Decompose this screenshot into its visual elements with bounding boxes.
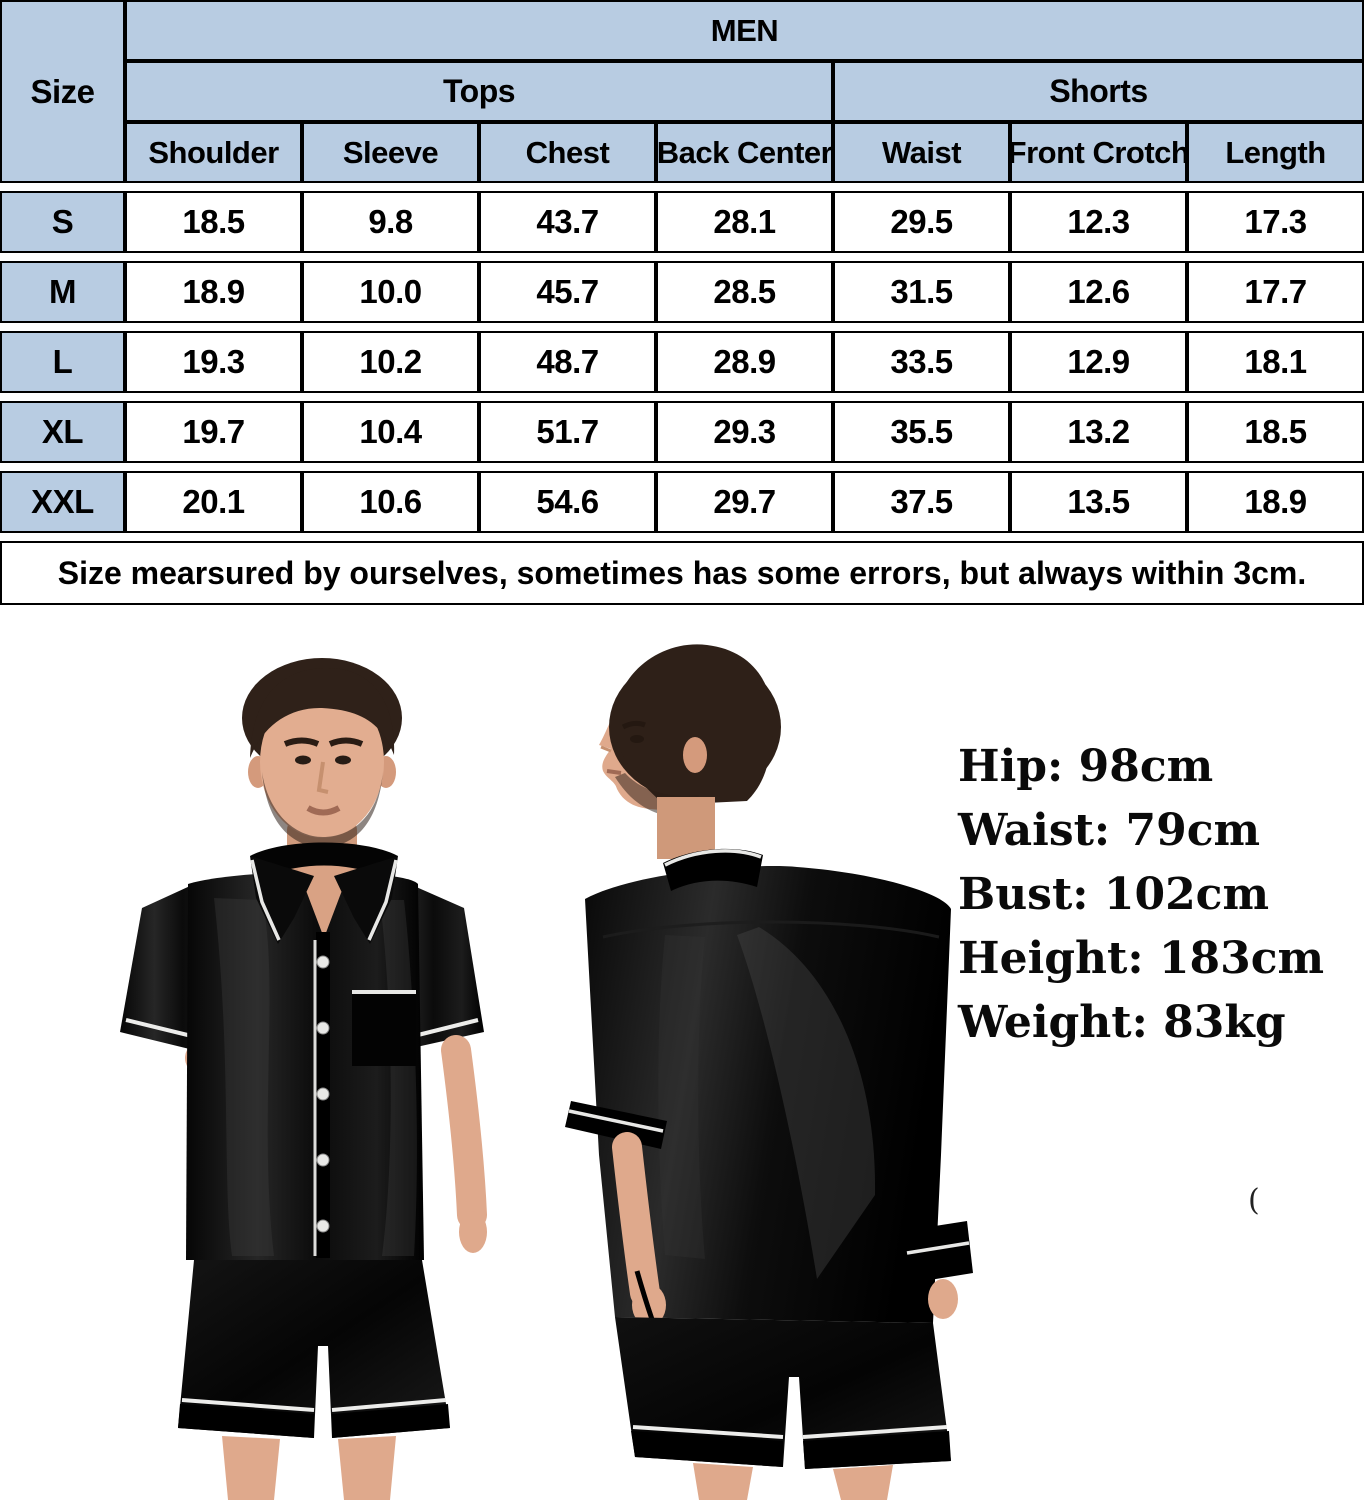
table-cell: 17.3 [1187, 191, 1364, 253]
table-cell: 10.4 [302, 401, 479, 463]
table-cell: 12.9 [1010, 331, 1187, 393]
row-label: S [0, 191, 125, 253]
table-header: Size MEN Tops Shorts Shoulder Sleeve Che… [0, 0, 1364, 183]
table-cell: 45.7 [479, 261, 656, 323]
column-header-shoulder: Shoulder [125, 122, 302, 183]
model-measurements: Hip: 98cm Waist: 79cm Bust: 102cm Height… [958, 735, 1324, 1055]
table-cell: 9.8 [302, 191, 479, 253]
model-legs [222, 1436, 280, 1500]
table-cell: 37.5 [833, 471, 1010, 533]
table-cell: 54.6 [479, 471, 656, 533]
table-cell: 29.3 [656, 401, 833, 463]
table-cell: 28.5 [656, 261, 833, 323]
table-cell: 12.3 [1010, 191, 1187, 253]
model-front-photo [120, 658, 487, 1500]
table-cell: 35.5 [833, 401, 1010, 463]
table-cell: 43.7 [479, 191, 656, 253]
column-header-sleeve: Sleeve [302, 122, 479, 183]
column-header-front-crotch: Front Crotch [1008, 122, 1190, 183]
measurement-hip: Hip: 98cm [958, 741, 1214, 792]
table-row: L 19.3 10.2 48.7 28.9 33.5 12.9 18.1 [0, 331, 1364, 393]
table-cell: 18.1 [1187, 331, 1364, 393]
table-cell: 18.5 [125, 191, 302, 253]
section-header-shorts: Shorts [833, 61, 1364, 122]
table-cell: 19.3 [125, 331, 302, 393]
table-cell: 51.7 [479, 401, 656, 463]
model-legs [693, 1463, 753, 1500]
table-cell: 29.7 [656, 471, 833, 533]
pajama-shorts [178, 1260, 450, 1438]
table-cell: 19.7 [125, 401, 302, 463]
table-cell: 10.2 [302, 331, 479, 393]
piping-trim [250, 859, 281, 941]
table-cell: 18.5 [1187, 401, 1364, 463]
piping-trim [664, 849, 762, 867]
section-header-tops: Tops [125, 61, 833, 122]
column-header-back-center: Back Center [656, 122, 833, 183]
table-cell: 18.9 [125, 261, 302, 323]
stray-mark: ( [1248, 1183, 1260, 1218]
pajama-shirt-back [585, 866, 951, 1323]
model-back-photo [565, 644, 973, 1500]
corner-header-size: Size [0, 0, 125, 183]
table-row: M 18.9 10.0 45.7 28.5 31.5 12.6 17.7 [0, 261, 1364, 323]
measurement-height: Height: 183cm [958, 933, 1325, 984]
size-chart-table: Size MEN Tops Shorts Shoulder Sleeve Che… [0, 0, 1364, 605]
table-cell: 10.0 [302, 261, 479, 323]
group-header-men: MEN [125, 0, 1364, 61]
row-label: XXL [0, 471, 125, 533]
measurement-waist: Waist: 79cm [958, 805, 1261, 856]
row-label: L [0, 331, 125, 393]
model-arm [612, 1132, 660, 1308]
column-header-waist: Waist [833, 122, 1010, 183]
table-row: XXL 20.1 10.6 54.6 29.7 37.5 13.5 18.9 [0, 471, 1364, 533]
table-cell: 12.6 [1010, 261, 1187, 323]
table-footnote: Size mearsured by ourselves, sometimes h… [0, 541, 1364, 605]
table-cell: 33.5 [833, 331, 1010, 393]
column-header-length: Length [1187, 122, 1364, 183]
table-cell: 18.9 [1187, 471, 1364, 533]
table-cell: 13.5 [1010, 471, 1187, 533]
pajama-shirt [186, 872, 424, 1260]
row-label: M [0, 261, 125, 323]
row-label: XL [0, 401, 125, 463]
table-cell: 28.1 [656, 191, 833, 253]
chest-pocket [352, 992, 416, 1066]
table-row: S 18.5 9.8 43.7 28.1 29.5 12.3 17.3 [0, 191, 1364, 253]
table-cell: 13.2 [1010, 401, 1187, 463]
table-cell: 20.1 [125, 471, 302, 533]
product-photo-area: Hip: 98cm Waist: 79cm Bust: 102cm Height… [0, 605, 1364, 1500]
table-cell: 31.5 [833, 261, 1010, 323]
table-cell: 28.9 [656, 331, 833, 393]
table-row: XL 19.7 10.4 51.7 29.3 35.5 13.2 18.5 [0, 401, 1364, 463]
column-header-chest: Chest [479, 122, 656, 183]
measurement-bust: Bust: 102cm [958, 869, 1270, 920]
table-cell: 10.6 [302, 471, 479, 533]
table-cell: 48.7 [479, 331, 656, 393]
table-cell: 29.5 [833, 191, 1010, 253]
measurement-weight: Weight: 83kg [958, 997, 1286, 1048]
table-cell: 17.7 [1187, 261, 1364, 323]
